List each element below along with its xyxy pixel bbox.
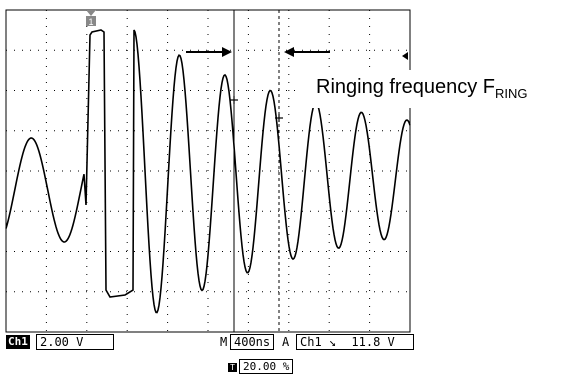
trigger-level: 11.8 V <box>351 335 395 349</box>
rising-edge-icon: ↘ <box>328 335 337 349</box>
trigger-t-icon: T <box>228 362 237 372</box>
caption-main: Ringing frequency F <box>316 76 495 98</box>
trigger-position-marker: 1 <box>86 10 96 27</box>
channel-tag[interactable]: Ch1 <box>6 335 30 349</box>
trigger-channel: Ch1 <box>300 335 322 349</box>
trigger-marker-label: 1 <box>88 17 93 27</box>
trigger-position-value[interactable]: 20.00 % <box>239 359 294 374</box>
right-arrow-icon <box>284 47 330 57</box>
waveform-trace <box>5 29 411 314</box>
status-bar: Ch1 2.00 V M 400ns A Ch1 ↘ 11.8 V <box>6 334 414 350</box>
caption-background <box>300 70 569 108</box>
timebase[interactable]: 400ns <box>230 334 275 350</box>
ringing-frequency-caption: Ringing frequency FRING <box>316 76 566 101</box>
peak-marker-1 <box>230 96 238 104</box>
trigger-box[interactable]: Ch1 ↘ 11.8 V <box>296 334 414 350</box>
volts-per-div[interactable]: 2.00 V <box>36 334 114 350</box>
m-label: M <box>220 335 228 349</box>
caption-subscript: RING <box>494 86 528 101</box>
level-marker-icon <box>402 52 408 60</box>
trigger-position: T 20.00 % <box>228 359 294 374</box>
a-label: A <box>282 335 290 349</box>
left-arrow-icon <box>186 47 232 57</box>
peak-marker-2 <box>275 114 283 122</box>
